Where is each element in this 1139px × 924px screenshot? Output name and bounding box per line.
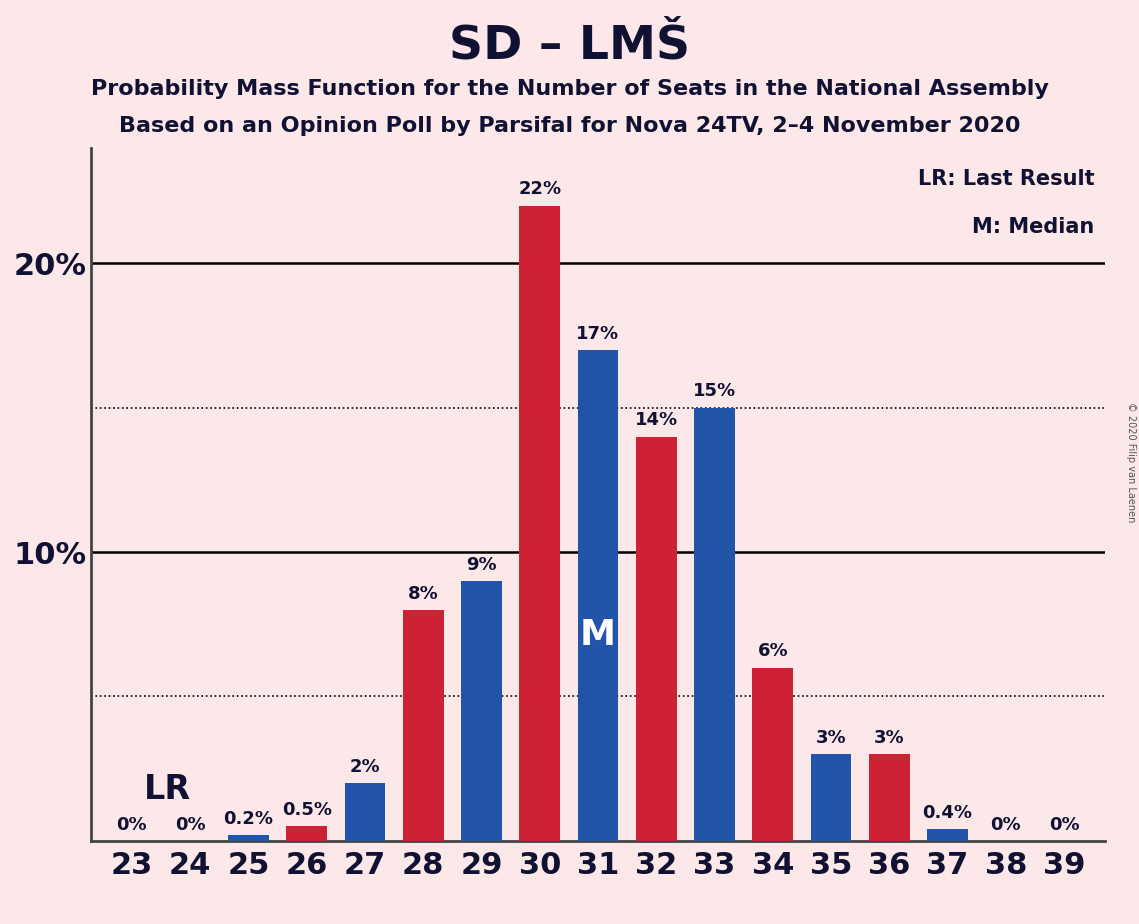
- Text: 8%: 8%: [408, 585, 439, 602]
- Text: 0.2%: 0.2%: [223, 809, 273, 828]
- Text: 14%: 14%: [634, 411, 678, 430]
- Text: Probability Mass Function for the Number of Seats in the National Assembly: Probability Mass Function for the Number…: [91, 79, 1048, 99]
- Text: 3%: 3%: [874, 729, 904, 747]
- Text: LR: LR: [144, 773, 190, 806]
- Bar: [577, 350, 618, 841]
- Bar: [636, 437, 677, 841]
- Text: 2%: 2%: [350, 758, 380, 776]
- Bar: [286, 826, 327, 841]
- Bar: [927, 830, 968, 841]
- Text: 9%: 9%: [466, 555, 497, 574]
- Text: M: Median: M: Median: [973, 217, 1095, 237]
- Text: 17%: 17%: [576, 324, 620, 343]
- Text: SD – LMŠ: SD – LMŠ: [449, 23, 690, 68]
- Text: 0%: 0%: [175, 816, 205, 833]
- Text: M: M: [580, 617, 616, 651]
- Text: 0%: 0%: [991, 816, 1021, 833]
- Text: LR: Last Result: LR: Last Result: [918, 168, 1095, 188]
- Text: 0%: 0%: [116, 816, 147, 833]
- Bar: [403, 610, 443, 841]
- Bar: [869, 754, 910, 841]
- Text: 3%: 3%: [816, 729, 846, 747]
- Bar: [753, 667, 793, 841]
- Text: 22%: 22%: [518, 180, 562, 199]
- Bar: [811, 754, 851, 841]
- Bar: [461, 581, 502, 841]
- Text: © 2020 Filip van Laenen: © 2020 Filip van Laenen: [1126, 402, 1136, 522]
- Text: 6%: 6%: [757, 642, 788, 661]
- Text: Based on an Opinion Poll by Parsifal for Nova 24TV, 2–4 November 2020: Based on an Opinion Poll by Parsifal for…: [118, 116, 1021, 136]
- Bar: [228, 835, 269, 841]
- Text: 0.4%: 0.4%: [923, 804, 973, 822]
- Bar: [694, 407, 735, 841]
- Text: 15%: 15%: [693, 383, 736, 400]
- Text: 0.5%: 0.5%: [281, 801, 331, 820]
- Bar: [344, 784, 385, 841]
- Text: 0%: 0%: [1049, 816, 1080, 833]
- Bar: [519, 206, 560, 841]
